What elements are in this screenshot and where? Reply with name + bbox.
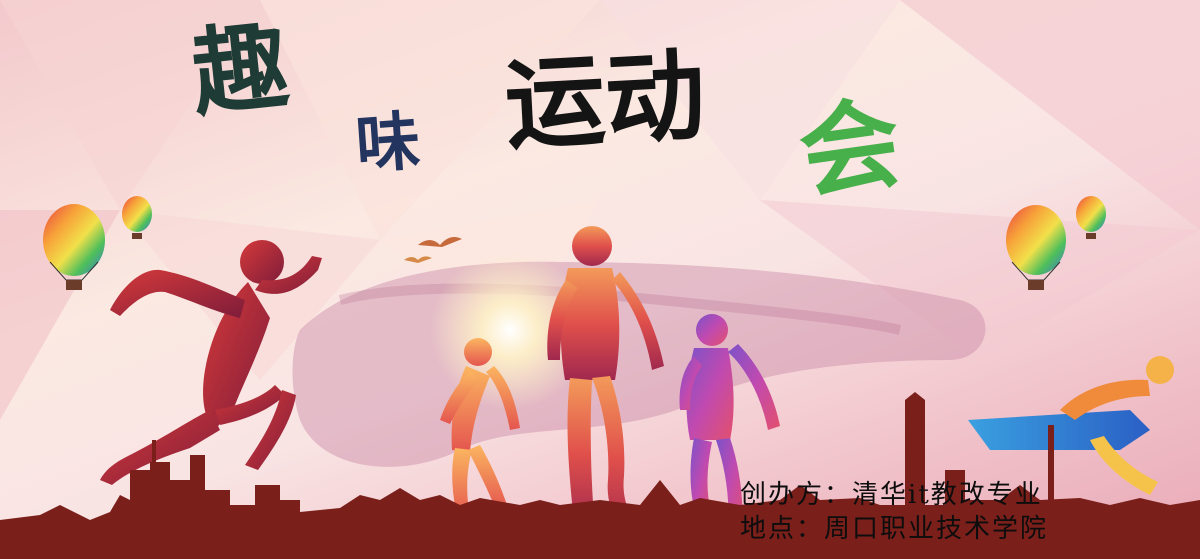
- title-char-hui: 会: [792, 82, 908, 214]
- organizer-caption: 创办方：清华it教改专业: [740, 480, 1043, 510]
- city-skyline-icon: [0, 392, 1200, 559]
- runner-silhouette-icon: [968, 356, 1174, 495]
- hot-air-balloon-icon: [1076, 196, 1106, 239]
- hot-air-balloon-icon: [1006, 205, 1066, 290]
- title-chars-yundong: 运动: [502, 35, 708, 165]
- title-char-qu: 趣: [186, 8, 294, 131]
- hot-air-balloon-icon: [43, 204, 105, 290]
- bird-icon: [418, 237, 462, 247]
- title-char-wei: 味: [353, 103, 423, 184]
- hot-air-balloon-icon: [122, 196, 152, 239]
- runner-silhouette-icon: [440, 338, 520, 520]
- runner-silhouette-icon: [100, 240, 322, 485]
- location-caption: 地点：周口职业技术学院: [740, 514, 1049, 544]
- runner-silhouette-icon: [547, 226, 664, 540]
